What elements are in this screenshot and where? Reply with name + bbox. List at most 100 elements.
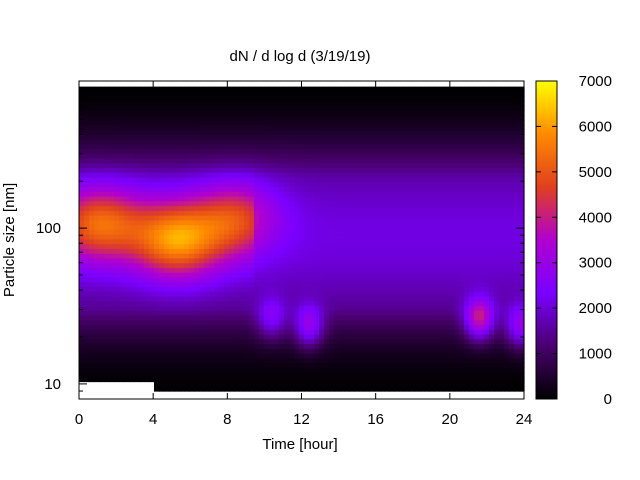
heatmap-cell <box>194 376 200 383</box>
heatmap-cell <box>164 157 170 164</box>
heatmap-cell <box>229 153 235 159</box>
heatmap-cell <box>419 110 425 116</box>
heatmap-cell <box>129 176 135 183</box>
heatmap-cell <box>439 153 445 159</box>
heatmap-cell <box>114 191 120 197</box>
heatmap-cell <box>189 119 195 126</box>
heatmap-cell <box>359 272 365 278</box>
heatmap-cell <box>104 276 110 283</box>
heatmap-cell <box>419 196 425 202</box>
heatmap-cell <box>184 257 190 264</box>
heatmap-cell <box>444 343 450 349</box>
heatmap-cell <box>119 181 125 188</box>
heatmap-cell <box>344 181 350 188</box>
heatmap-cell <box>364 343 370 349</box>
heatmap-cell <box>179 172 185 178</box>
heatmap-cell <box>209 281 215 287</box>
heatmap-cell <box>214 338 220 345</box>
heatmap-cell <box>459 205 465 211</box>
heatmap-cell <box>304 343 310 349</box>
heatmap-cell <box>359 181 365 188</box>
heatmap-cell <box>354 172 360 178</box>
heatmap-cell <box>209 295 215 302</box>
heatmap-cell <box>324 157 330 164</box>
heatmap-cell <box>424 243 430 249</box>
heatmap-cell <box>294 210 300 216</box>
heatmap-cell <box>399 215 405 221</box>
heatmap-cell <box>139 310 145 316</box>
heatmap-cell <box>354 153 360 159</box>
heatmap-cell <box>189 153 195 159</box>
heatmap-cell <box>199 357 205 364</box>
heatmap-cell <box>259 338 265 345</box>
heatmap-cell <box>189 124 195 131</box>
heatmap-cell <box>234 386 240 392</box>
heatmap-cell <box>274 357 280 364</box>
heatmap-cell <box>114 362 120 368</box>
heatmap-cell <box>179 243 185 249</box>
heatmap-cell <box>84 272 90 278</box>
heatmap-cell <box>274 143 280 150</box>
heatmap-cell <box>104 210 110 216</box>
heatmap-cell <box>344 253 350 259</box>
heatmap-cell <box>424 91 430 97</box>
heatmap-cell <box>454 110 460 116</box>
heatmap-cell <box>464 243 470 249</box>
heatmap-cell <box>289 129 295 135</box>
heatmap-cell <box>279 262 285 268</box>
heatmap-cell <box>404 200 410 207</box>
chart-title: dN / d log d (3/19/19) <box>230 48 371 65</box>
heatmap-cell <box>209 138 215 145</box>
heatmap-cell <box>294 110 300 116</box>
heatmap-cell <box>339 105 345 111</box>
heatmap-cell <box>189 162 195 169</box>
heatmap-cell <box>199 162 205 169</box>
heatmap-cell <box>99 200 105 207</box>
heatmap-cell <box>219 376 225 383</box>
heatmap-cell <box>139 357 145 364</box>
heatmap-cell <box>254 172 260 178</box>
heatmap-cell <box>469 381 475 387</box>
heatmap-cell <box>469 281 475 287</box>
heatmap-cell <box>234 295 240 302</box>
heatmap-cell <box>219 272 225 278</box>
heatmap-cell <box>334 86 340 92</box>
heatmap-cell <box>264 286 270 292</box>
heatmap-cell <box>349 319 355 326</box>
heatmap-cell <box>174 176 180 183</box>
heatmap-cell <box>379 172 385 178</box>
heatmap-cell <box>274 210 280 216</box>
heatmap-cell <box>219 372 225 378</box>
heatmap-cell <box>159 253 165 259</box>
heatmap-cell <box>239 219 245 226</box>
heatmap-cell <box>339 262 345 268</box>
heatmap-cell <box>344 362 350 368</box>
heatmap-cell <box>409 243 415 249</box>
heatmap-cell <box>129 134 135 140</box>
heatmap-cell <box>299 100 305 107</box>
heatmap-cell <box>424 310 430 316</box>
heatmap-cell <box>389 234 395 240</box>
heatmap-cell <box>269 196 275 202</box>
heatmap-cell <box>264 238 270 245</box>
heatmap-cell <box>284 362 290 368</box>
heatmap-cell <box>254 381 260 387</box>
heatmap-cell <box>164 314 170 321</box>
heatmap-cell <box>249 257 255 264</box>
heatmap-cell <box>214 372 220 378</box>
heatmap-cell <box>374 172 380 178</box>
heatmap-cell <box>399 172 405 178</box>
heatmap-cell <box>314 381 320 387</box>
heatmap-cell <box>164 215 170 221</box>
heatmap-cell <box>114 367 120 373</box>
heatmap-cell <box>249 305 255 311</box>
heatmap-cell <box>284 314 290 321</box>
heatmap-cell <box>84 119 90 126</box>
heatmap-cell <box>374 329 380 335</box>
heatmap-cell <box>189 338 195 345</box>
heatmap-cell <box>89 134 95 140</box>
heatmap-cell <box>299 324 305 330</box>
heatmap-cell <box>304 376 310 383</box>
heatmap-cell <box>294 129 300 135</box>
heatmap-cell <box>194 338 200 345</box>
